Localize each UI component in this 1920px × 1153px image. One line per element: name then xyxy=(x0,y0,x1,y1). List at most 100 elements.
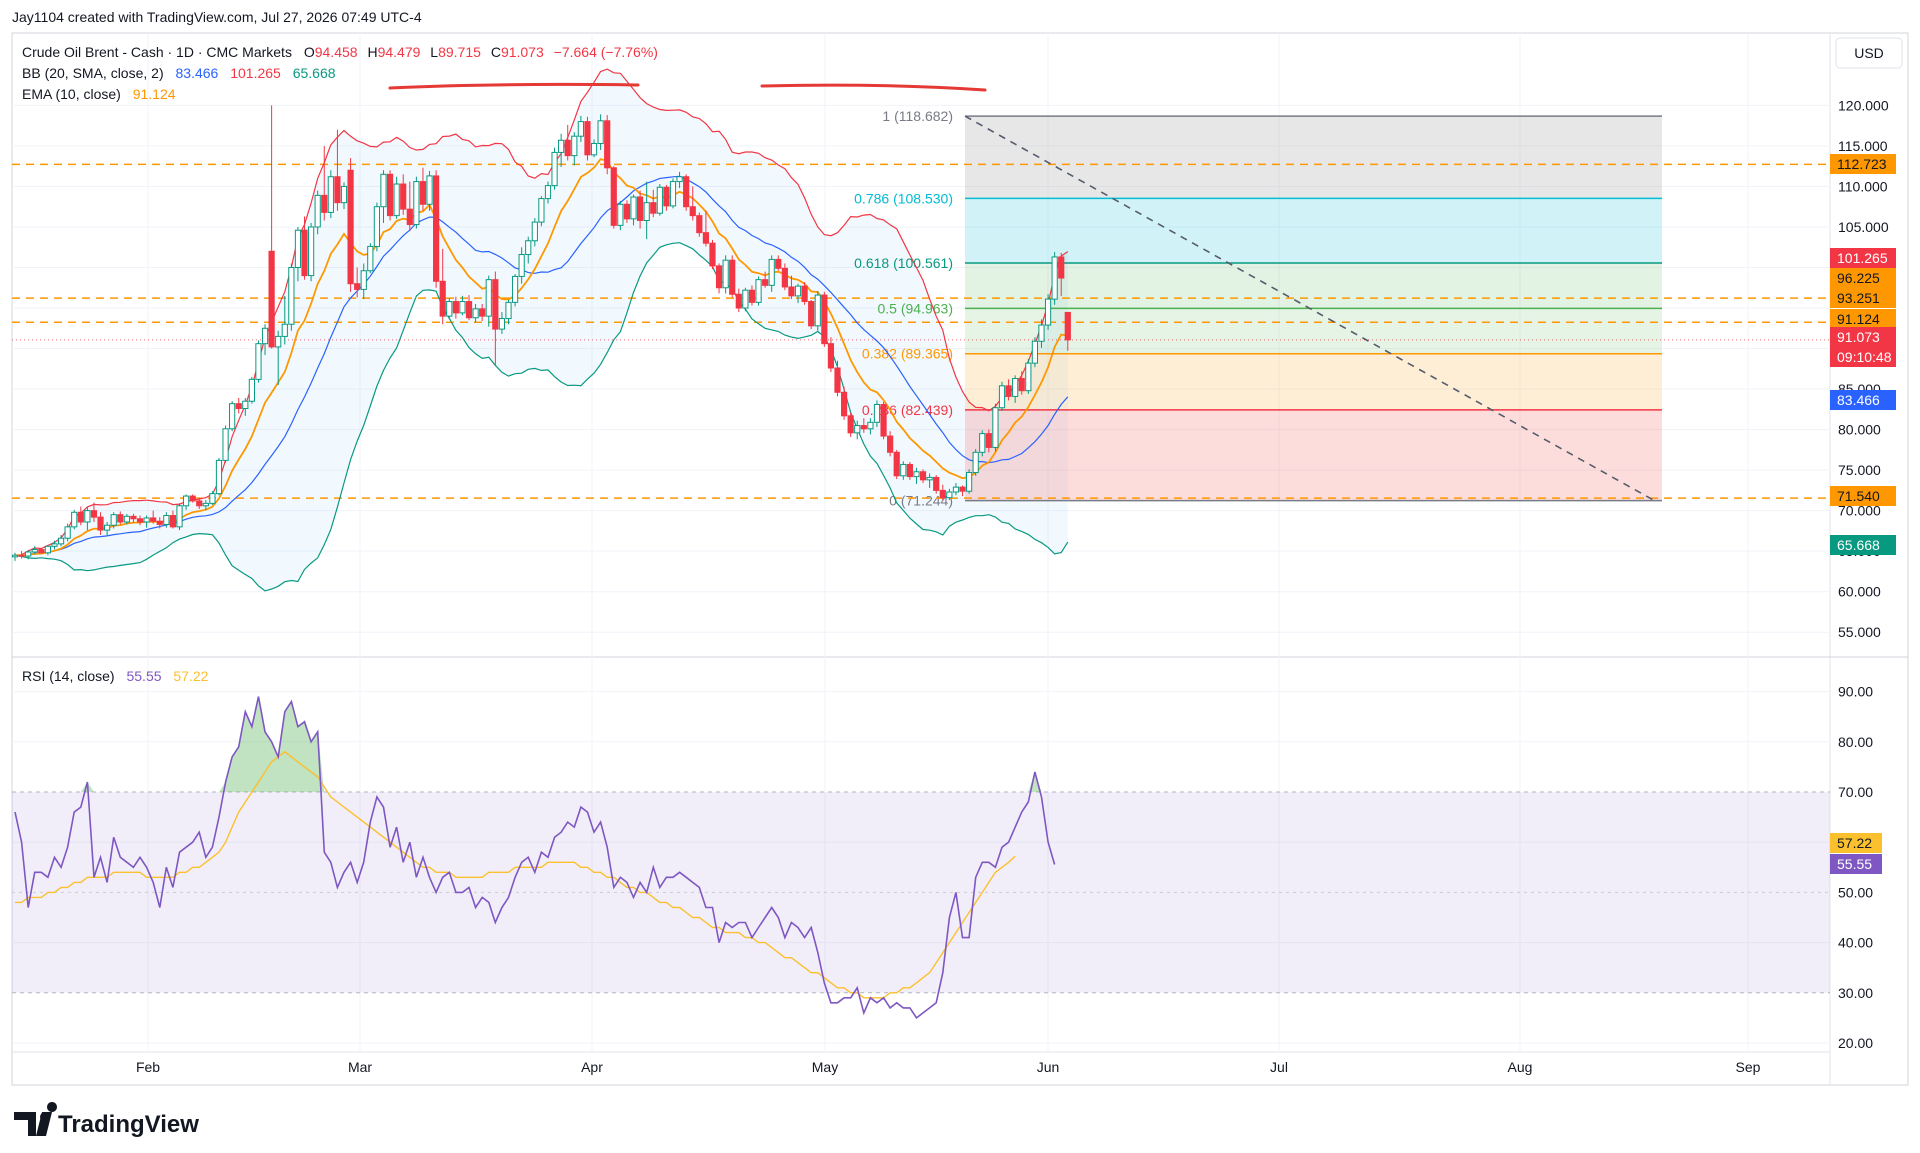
candle-body xyxy=(544,185,552,200)
rsi-axis-tick: 30.00 xyxy=(1838,985,1873,1001)
candle-body xyxy=(946,491,953,499)
annotation-red-line xyxy=(760,83,987,92)
fib-level-label: 1 (118.682) xyxy=(882,108,953,124)
candle-body xyxy=(643,202,650,221)
price-label-text: 83.466 xyxy=(1837,392,1880,408)
candle-body xyxy=(301,229,308,277)
hand-drawn-annotations[interactable] xyxy=(388,82,987,92)
time-axis-tick: Jul xyxy=(1270,1059,1288,1075)
close-value: 91.073 xyxy=(501,44,544,60)
candle-body xyxy=(130,515,137,520)
rsi-axis-tick: 70.00 xyxy=(1838,784,1873,800)
candle-body xyxy=(683,176,690,208)
horizontal-lines[interactable] xyxy=(12,163,1830,499)
trendline[interactable] xyxy=(964,115,1656,502)
price-axis-tick: 75.000 xyxy=(1838,462,1881,478)
candle-body xyxy=(808,301,815,327)
fibonacci-retracement[interactable]: 1 (118.682) 0.786 (108.530) 0.618 (100.561… xyxy=(854,108,1662,509)
price-label-text: 65.668 xyxy=(1837,537,1880,553)
candle-body xyxy=(518,254,525,277)
candle-body xyxy=(327,176,334,213)
candle-body xyxy=(577,121,584,137)
candle-body xyxy=(1051,256,1058,300)
ema-line xyxy=(14,158,1068,557)
candle-body xyxy=(38,549,45,554)
candle-body xyxy=(182,495,190,507)
candle-body xyxy=(308,226,315,277)
candle-body xyxy=(913,471,920,478)
candle-body xyxy=(268,250,275,348)
candle-body xyxy=(788,286,795,297)
rsi-label-box xyxy=(1830,833,1882,853)
candlestick-series xyxy=(11,105,1071,561)
candle-body xyxy=(90,510,98,518)
candle-body xyxy=(966,472,973,492)
tradingview-logo[interactable]: TradingView xyxy=(14,1102,199,1138)
candle-body xyxy=(202,502,209,507)
candle-body xyxy=(222,428,229,461)
legend-bb: BB (20, SMA, close, 2) 83.466 101.265 65… xyxy=(22,65,336,81)
candle-body xyxy=(248,378,255,402)
candle-body xyxy=(637,196,644,221)
price-label-text: 101.265 xyxy=(1837,250,1888,266)
bb-lower-line xyxy=(14,242,1069,592)
candle-body xyxy=(558,139,565,153)
price-label-text: 71.540 xyxy=(1837,488,1880,504)
candle-body xyxy=(735,293,742,309)
candle-body xyxy=(169,515,177,528)
fib-zone xyxy=(965,262,1662,309)
price-label-text: 91.073 xyxy=(1837,329,1880,345)
rsi-ma-line xyxy=(15,750,1016,999)
candle-body xyxy=(689,206,696,217)
candle-body xyxy=(419,181,427,205)
candle-body xyxy=(1058,256,1065,279)
candle-body xyxy=(485,279,492,317)
candle-body xyxy=(373,206,380,247)
bb-fill xyxy=(15,69,1068,591)
candle-body xyxy=(867,421,874,430)
rsi-overbought-fill xyxy=(15,696,1055,792)
candle-body xyxy=(498,318,506,330)
candle-body xyxy=(617,203,624,226)
price-label-box xyxy=(1830,327,1896,347)
candle-body xyxy=(209,493,216,504)
ema-value: 91.124 xyxy=(133,86,176,102)
candle-body xyxy=(479,308,486,317)
candle-body xyxy=(321,194,328,213)
candle-body xyxy=(590,142,598,156)
rsi-label: RSI (14, close) xyxy=(22,668,115,684)
currency-button[interactable] xyxy=(1835,37,1903,69)
candle-body xyxy=(156,520,163,525)
bb-lower-value: 65.668 xyxy=(293,65,336,81)
candle-body xyxy=(44,545,51,554)
tradingview-logo-icon xyxy=(14,1102,58,1136)
candle-body xyxy=(762,279,769,286)
candle-body xyxy=(742,289,749,309)
candle-body xyxy=(123,515,130,523)
candle-body xyxy=(873,403,881,423)
legend-ohlc: Crude Oil Brent - Cash · 1D · CMC Market… xyxy=(22,44,658,60)
rsi-line xyxy=(14,696,1056,1020)
candle-body xyxy=(860,425,867,430)
candle-body xyxy=(630,196,637,220)
low-value: 89.715 xyxy=(438,44,481,60)
candle-body xyxy=(663,186,670,207)
candle-body xyxy=(406,208,413,226)
candle-body xyxy=(715,265,723,289)
price-label-box xyxy=(1830,535,1896,555)
high-value: 94.479 xyxy=(378,44,421,60)
candle-body xyxy=(380,173,387,208)
fib-level-label: 0 (71.244) xyxy=(889,493,953,509)
candle-body xyxy=(57,537,65,545)
candle-body xyxy=(505,301,512,320)
candle-body xyxy=(919,471,927,481)
candle-body xyxy=(117,514,124,523)
candle-body xyxy=(656,186,663,214)
rsi-label-box xyxy=(1830,854,1882,874)
candle-body xyxy=(354,283,361,290)
price-label-box xyxy=(1830,390,1896,410)
fib-zone xyxy=(965,198,1662,263)
candle-body xyxy=(196,500,203,507)
rsi-pane xyxy=(12,696,1830,1020)
